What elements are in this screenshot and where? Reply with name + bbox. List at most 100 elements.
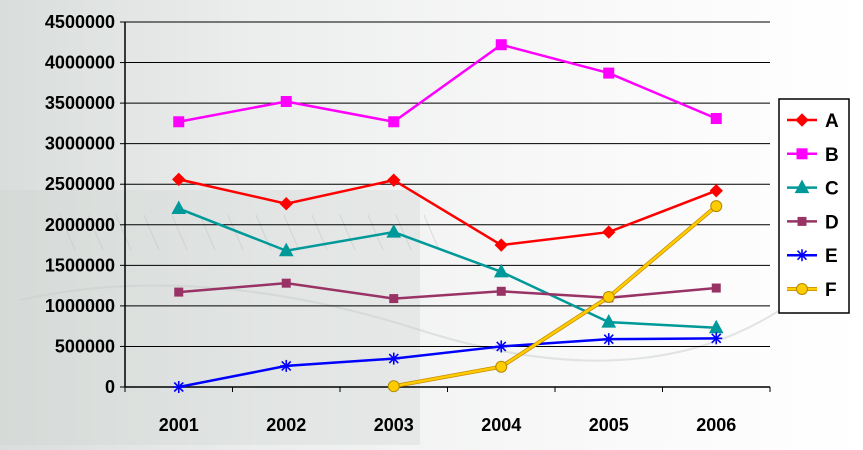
series-a — [172, 172, 723, 252]
data-point — [173, 116, 185, 128]
series-line — [178, 337, 717, 389]
data-point — [493, 263, 509, 278]
asterisk-stroke — [796, 250, 808, 261]
y-tick-label: 500000 — [55, 336, 115, 356]
background-tick — [339, 214, 356, 251]
data-point — [496, 286, 506, 296]
legend-item-f: F — [787, 280, 837, 301]
data-point — [388, 116, 400, 128]
series-d — [174, 278, 721, 304]
series-line — [178, 43, 717, 124]
series-line — [393, 205, 718, 388]
data-point — [281, 278, 291, 288]
y-tick-label: 2000000 — [45, 215, 115, 235]
legend-marker — [796, 283, 808, 295]
x-tick-label: 2005 — [589, 415, 629, 435]
legend-marker — [797, 216, 807, 226]
x-tick-label: 2006 — [696, 415, 736, 435]
data-point — [711, 283, 721, 293]
legend-box — [778, 98, 850, 314]
asterisk-stroke — [281, 360, 292, 371]
x-tick-label: 2004 — [481, 415, 521, 435]
data-point — [280, 95, 292, 107]
background-band — [0, 190, 420, 445]
data-point — [602, 290, 615, 303]
legend-label: C — [825, 179, 839, 200]
legend-item-a: A — [787, 111, 839, 132]
data-point — [602, 225, 616, 239]
series-line — [178, 207, 717, 330]
legend-marker — [796, 148, 808, 160]
background-tick — [227, 214, 244, 251]
data-point — [387, 173, 401, 187]
data-point — [172, 172, 186, 187]
asterisk-stroke — [173, 381, 184, 393]
data-point — [171, 200, 187, 215]
x-tick-label: 2002 — [266, 415, 306, 435]
y-tick-label: 1500000 — [45, 255, 115, 275]
legend-label: A — [825, 111, 839, 132]
y-tick-label: 4500000 — [45, 12, 115, 32]
data-point — [386, 224, 402, 238]
x-axis-ticks: 2001 2002 2003 2004 2005 2006 — [124, 387, 771, 435]
y-tick-label: 1000000 — [45, 296, 115, 316]
asterisk-stroke — [496, 341, 507, 352]
data-point — [278, 242, 294, 257]
background-tick — [115, 214, 132, 251]
legend-label: E — [825, 246, 838, 267]
legend-marker — [796, 249, 808, 262]
legend-item-e: E — [787, 246, 838, 267]
data-point — [494, 238, 508, 252]
data-point — [495, 340, 508, 353]
data-point — [709, 184, 723, 198]
data-point — [389, 294, 399, 304]
background-tick — [367, 214, 384, 251]
data-point — [174, 287, 184, 297]
y-tick-label: 3500000 — [45, 93, 115, 113]
chart-series — [171, 39, 724, 393]
legend-marker — [795, 113, 809, 127]
legend-item-d: D — [787, 212, 839, 233]
background-tick — [283, 214, 300, 251]
background-tick — [59, 214, 76, 251]
background-tick — [423, 214, 440, 251]
series-b — [173, 39, 722, 128]
series-e — [172, 332, 723, 393]
data-point — [279, 196, 293, 211]
data-point — [172, 381, 185, 393]
data-point — [602, 333, 615, 346]
data-point — [280, 359, 293, 372]
background-tick — [87, 214, 104, 251]
legend-label: F — [825, 280, 837, 301]
series-c — [171, 200, 724, 334]
y-tick-label: 3000000 — [45, 134, 115, 154]
background-tick — [395, 214, 412, 251]
data-point — [495, 39, 507, 51]
data-point — [710, 113, 722, 125]
legend-label: B — [825, 145, 839, 166]
data-point — [710, 332, 723, 345]
legend-item-c: C — [787, 179, 839, 200]
legend-marker — [794, 179, 810, 194]
series-line — [178, 281, 717, 300]
series-line — [178, 178, 717, 247]
x-tick-label: 2003 — [374, 415, 414, 435]
x-tick-label: 2001 — [159, 415, 199, 435]
background-tick — [143, 214, 160, 251]
asterisk-stroke — [388, 353, 399, 364]
y-tick-label: 2500000 — [45, 174, 115, 194]
chart-gridlines — [125, 21, 770, 347]
data-point — [387, 352, 400, 365]
background-tick — [199, 214, 216, 251]
data-point — [601, 314, 617, 328]
data-point — [495, 360, 508, 373]
y-tick-label: 4000000 — [45, 53, 115, 73]
data-point — [603, 67, 615, 79]
data-point — [387, 380, 400, 393]
data-point — [710, 200, 723, 213]
asterisk-stroke — [603, 334, 614, 345]
legend-label: D — [825, 212, 839, 233]
